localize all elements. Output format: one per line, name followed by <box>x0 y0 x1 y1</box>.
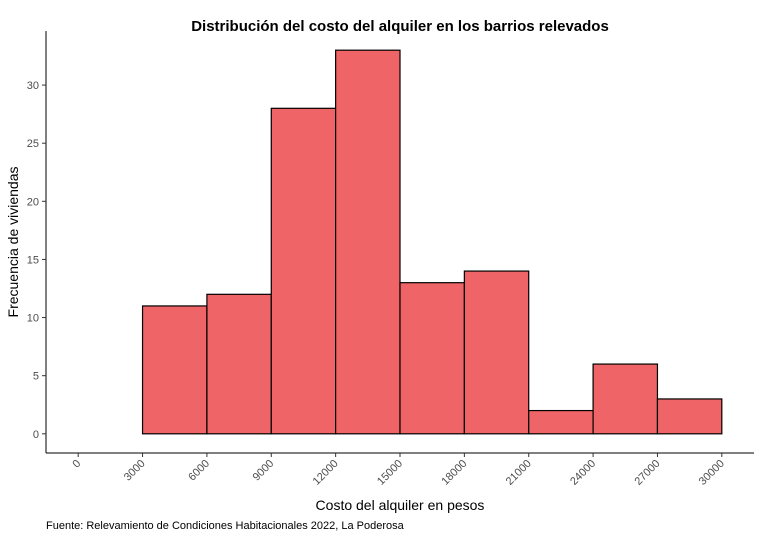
y-axis-title: Frecuencia de viviendas <box>5 167 21 318</box>
source-caption: Fuente: Relevamiento de Condiciones Habi… <box>46 520 405 532</box>
bars-group <box>141 49 723 435</box>
histogram-bar-2 <box>206 293 272 435</box>
x-tick-label: 21000 <box>504 458 534 488</box>
y-tick-label: 20 <box>27 196 39 208</box>
y-tick-label: 15 <box>27 254 39 266</box>
x-tick-label: 18000 <box>439 458 469 488</box>
histogram-bar-8 <box>592 363 659 435</box>
chart-title: Distribución del costo del alquiler en l… <box>191 18 609 35</box>
y-tick-label: 30 <box>27 80 39 92</box>
x-tick-label: 9000 <box>251 458 277 484</box>
y-tick-label: 25 <box>27 138 39 150</box>
y-tick-label: 10 <box>27 313 39 325</box>
x-tick-label: 12000 <box>311 458 341 488</box>
x-axis-ticks: 0 3000 6000 9000 12000 15000 18000 21000 24000 27… <box>70 453 727 488</box>
y-axis-ticks: 0 5 10 15 20 25 30 <box>27 80 46 441</box>
x-tick-label: 27000 <box>632 458 662 488</box>
histogram-bar-6 <box>463 270 530 435</box>
x-tick-label: 3000 <box>122 458 148 484</box>
histogram-bar-1 <box>141 305 208 435</box>
y-tick-label: 0 <box>33 429 39 441</box>
x-tick-label: 30000 <box>697 458 727 488</box>
histogram-bar-7 <box>528 409 594 435</box>
histogram-bar-5 <box>399 282 465 435</box>
histogram-bar-4 <box>335 49 401 435</box>
x-tick-label: 15000 <box>375 458 405 488</box>
histogram-bar-3 <box>270 107 337 435</box>
x-tick-label: 0 <box>70 458 83 471</box>
x-tick-label: 6000 <box>186 458 212 484</box>
x-axis-title: Costo del alquiler en pesos <box>316 497 485 513</box>
y-tick-label: 5 <box>33 371 39 383</box>
x-tick-label: 24000 <box>568 458 598 488</box>
histogram-bar-9 <box>656 398 723 435</box>
